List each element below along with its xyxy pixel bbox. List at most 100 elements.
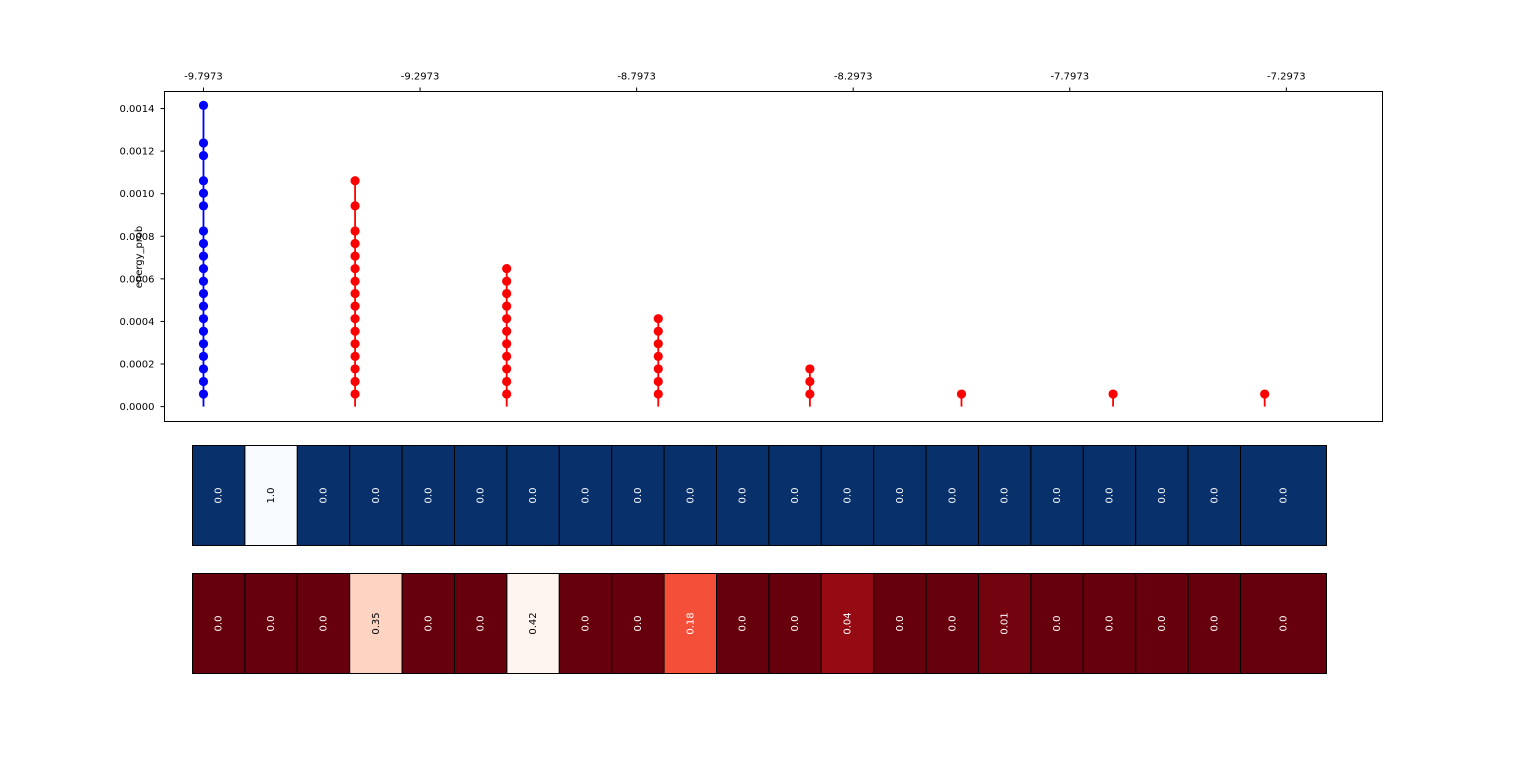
stem-marker	[350, 364, 360, 374]
heatmap-cell	[1240, 445, 1327, 546]
top-x-ticks: -9.7973 -9.2973 -8.7973 -8.2973 -7.7973 -7.29…	[184, 72, 1306, 92]
stem-marker	[350, 389, 360, 399]
stem-marker	[350, 226, 360, 236]
stem-marker	[502, 288, 512, 299]
stem-marker	[502, 351, 512, 361]
heatmap-cell	[349, 573, 403, 674]
heatmap-cell	[716, 445, 770, 546]
stem-marker	[198, 188, 209, 198]
stems	[198, 100, 1270, 407]
heatmap-cell	[820, 573, 875, 674]
heatmap-cell-label: 0.18	[685, 612, 696, 634]
heatmap-cell-label: 0.0	[947, 488, 958, 504]
stem-marker	[198, 100, 209, 110]
stem-marker	[198, 238, 209, 249]
heatmap-cell	[716, 573, 770, 674]
heatmap-cell-label: 0.0	[1157, 488, 1168, 504]
stem-marker	[502, 264, 512, 274]
heatmap-cell-label: 0.0	[581, 488, 592, 504]
plot-frame	[164, 91, 1383, 422]
stem-marker	[198, 376, 209, 387]
heatmap-cell	[244, 445, 298, 546]
heatmap-cell-label: 1.0	[266, 488, 277, 504]
stem-marker	[198, 150, 209, 161]
heatmap-cell-label: 0.0	[790, 616, 801, 632]
heatmap-cell-label: 0.0	[738, 488, 749, 504]
heatmap-cell	[978, 445, 1032, 546]
y-axis-label: energy_prob	[134, 226, 145, 289]
heatmap-cell-label: 0.01	[1000, 612, 1011, 634]
stem-marker	[1108, 389, 1118, 399]
stem-marker	[350, 314, 360, 324]
heatmap-cell-label: 0.0	[423, 488, 434, 504]
heatmap-cell	[1082, 445, 1137, 546]
heatmap-cell	[1082, 573, 1137, 674]
heatmap-blue: 0.0 1.0 0.0 0.0 0.0 0.0 0.0 0.0 0.0 0.0 0.0 0.0 0.0 0…	[192, 445, 1327, 546]
heatmap-cell	[506, 573, 560, 674]
y-tick-label: 0.0004	[120, 317, 155, 328]
heatmap-cell	[1187, 573, 1241, 674]
heatmap-cell-label: 0.0	[895, 616, 906, 632]
stem-marker	[350, 238, 360, 249]
heatmap-cell	[873, 445, 927, 546]
x-tick-label: -9.7973	[184, 72, 223, 83]
heatmap-cell	[1030, 445, 1084, 546]
heatmap-cell	[1030, 573, 1084, 674]
heatmap-cell-label: 0.0	[1209, 616, 1220, 632]
stem-marker	[350, 251, 360, 261]
heatmap-cell	[663, 445, 717, 546]
stem-marker	[502, 364, 512, 374]
stem-marker	[653, 364, 663, 374]
heatmap-cell-label: 0.0	[895, 488, 906, 504]
heatmap-cell	[1187, 445, 1241, 546]
heatmap-cell-label: 0.42	[528, 612, 539, 634]
heatmap-cell-label: 0.04	[843, 612, 854, 634]
heatmap-cell-label: 0.35	[371, 612, 382, 634]
stem-marker	[350, 301, 360, 311]
heatmap-cell	[978, 573, 1032, 674]
heatmap-cell-label: 0.0	[685, 488, 696, 504]
heatmap-cell	[611, 573, 665, 674]
heatmap-cell-label: 0.0	[790, 488, 801, 504]
heatmap-cell-label: 0.0	[476, 616, 487, 632]
x-tick-label: -8.2973	[834, 72, 873, 83]
heatmap-cell-label: 0.0	[581, 616, 592, 632]
heatmap-cell-label: 0.0	[738, 616, 749, 632]
y-tick-label: 0.0002	[120, 360, 155, 371]
heatmap-cell	[1135, 445, 1189, 546]
stem-marker	[198, 351, 209, 361]
stem-marker	[350, 264, 360, 274]
heatmap-red: 0.0 0.0 0.0 0.35 0.0 0.0 0.42 0.0 0.0 0.18 0.0 0.0 0…	[192, 573, 1327, 674]
heatmap-cell-label: 0.0	[371, 488, 382, 504]
heatmap-cell-label: 0.0	[476, 488, 487, 504]
heatmap-cell	[925, 573, 979, 674]
heatmap-cell	[454, 445, 508, 546]
stem-marker	[502, 376, 512, 387]
heatmap-cell-label: 0.0	[843, 488, 854, 504]
heatmap-cell-label: 0.0	[1052, 488, 1063, 504]
y-tick-label: 0.0000	[120, 402, 155, 413]
heatmap-cell-label: 0.0	[319, 488, 330, 504]
heatmap-cell	[296, 445, 351, 546]
heatmap-cell	[768, 573, 822, 674]
y-tick-label: 0.0014	[120, 104, 155, 115]
stem-marker	[653, 389, 663, 399]
heatmap-cell-label: 0.0	[1279, 488, 1290, 504]
stem-marker	[350, 288, 360, 299]
stem-marker	[653, 351, 663, 361]
stem-marker	[198, 339, 209, 349]
y-tick-label: 0.0012	[120, 147, 155, 158]
stem-marker	[198, 201, 209, 211]
y-tick-label: 0.0010	[120, 189, 155, 200]
stem-marker	[350, 326, 360, 336]
stem-marker	[198, 276, 209, 286]
stem-marker	[653, 376, 663, 387]
stem-marker	[502, 339, 512, 349]
stem-marker	[502, 389, 512, 399]
y-tick-label: 0.0008	[120, 232, 155, 243]
stem-marker	[198, 326, 209, 336]
stem-marker	[956, 389, 967, 399]
stem-marker	[198, 301, 209, 311]
heatmap-cell-label: 0.0	[214, 488, 225, 504]
stem-marker	[350, 276, 360, 286]
